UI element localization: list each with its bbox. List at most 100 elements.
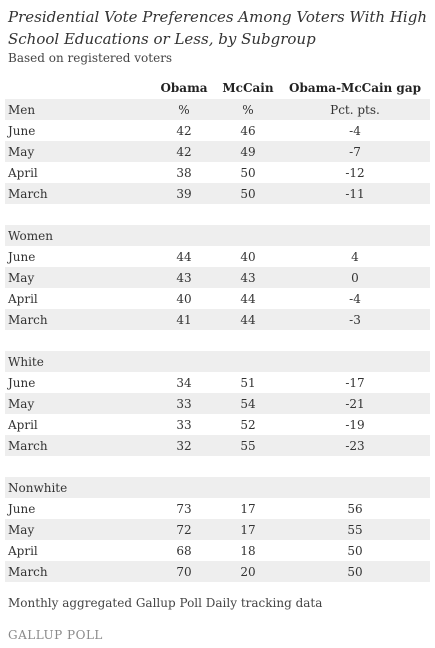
row-month-label: June <box>8 375 36 390</box>
row-month-label: March <box>5 435 152 456</box>
gap-value: -23 <box>280 435 430 456</box>
table-row: May 72 17 55 <box>5 519 430 540</box>
obama-value: 34 <box>176 375 192 390</box>
table-row: April 33 52 -19 <box>5 414 430 435</box>
mccain-value: 46 <box>240 123 256 138</box>
column-header-mccain: McCain <box>222 81 274 95</box>
table-row: June 34 51 -17 <box>5 372 430 393</box>
gallup-logo: GALLUP POLL <box>8 628 103 642</box>
gap-value: -11 <box>280 183 430 204</box>
spacer-cell <box>5 330 430 351</box>
mccain-value: 54 <box>216 393 280 414</box>
spacer-cell <box>5 204 430 225</box>
obama-value: 43 <box>152 267 216 288</box>
table-row: March 70 20 50 <box>5 561 430 582</box>
obama-value: 33 <box>152 393 216 414</box>
obama-value: 32 <box>152 435 216 456</box>
unit-label <box>152 477 216 498</box>
obama-value: 68 <box>176 543 192 558</box>
group-header-row: White <box>5 351 430 372</box>
group-name: Women <box>5 225 152 246</box>
mccain-value: 49 <box>216 141 280 162</box>
obama-value: 42 <box>176 123 192 138</box>
table-row: May 43 43 0 <box>5 267 430 288</box>
table-row: May 33 54 -21 <box>5 393 430 414</box>
obama-value: 72 <box>152 519 216 540</box>
table-row: June 42 46 -4 <box>5 120 430 141</box>
mccain-value: 50 <box>240 165 256 180</box>
row-month-label: June <box>8 501 36 516</box>
group-header-row: Nonwhite <box>5 477 430 498</box>
gap-value: 4 <box>351 249 359 264</box>
table-row: March 41 44 -3 <box>5 309 430 330</box>
group-name: Nonwhite <box>5 477 152 498</box>
mccain-value: 51 <box>240 375 256 390</box>
gap-value: -17 <box>345 375 365 390</box>
mccain-value: 20 <box>216 561 280 582</box>
unit-label <box>216 225 280 246</box>
row-month-label: June <box>8 249 36 264</box>
row-month-label: May <box>5 141 152 162</box>
table-row: April 68 18 50 <box>5 540 430 561</box>
table-row: April 38 50 -12 <box>5 162 430 183</box>
spacer-cell <box>5 456 430 477</box>
table-row: March 32 55 -23 <box>5 435 430 456</box>
table-row: June 73 17 56 <box>5 498 430 519</box>
mccain-value: 52 <box>240 417 256 432</box>
table-row: May 42 49 -7 <box>5 141 430 162</box>
table-row: March 39 50 -11 <box>5 183 430 204</box>
group-spacer <box>5 204 430 225</box>
row-month-label: March <box>5 309 152 330</box>
mccain-value: 44 <box>216 309 280 330</box>
data-table: Obama McCain Obama-McCain gap Men%% Pct. … <box>5 77 430 582</box>
obama-value: 42 <box>152 141 216 162</box>
row-month-label: May <box>5 393 152 414</box>
unit-label <box>280 477 430 498</box>
group-spacer <box>5 330 430 351</box>
gap-value: -3 <box>280 309 430 330</box>
gap-value: -19 <box>345 417 365 432</box>
mccain-value: 43 <box>216 267 280 288</box>
gap-value: 50 <box>347 543 363 558</box>
unit-label <box>152 351 216 372</box>
unit-label <box>216 351 280 372</box>
gap-value: -21 <box>280 393 430 414</box>
mccain-value: 55 <box>216 435 280 456</box>
gap-value: 50 <box>280 561 430 582</box>
unit-label <box>152 225 216 246</box>
group-header-row: Women <box>5 225 430 246</box>
column-header-row: Obama McCain Obama-McCain gap <box>5 77 430 99</box>
footnote: Monthly aggregated Gallup Poll Daily tra… <box>8 596 323 610</box>
obama-value: 40 <box>176 291 192 306</box>
gap-value: 55 <box>280 519 430 540</box>
group-spacer <box>5 456 430 477</box>
column-header-label <box>5 77 152 99</box>
table-row: June 44 40 4 <box>5 246 430 267</box>
mccain-value: 17 <box>240 501 256 516</box>
row-month-label: April <box>8 291 38 306</box>
obama-value: 73 <box>176 501 192 516</box>
row-month-label: May <box>5 267 152 288</box>
obama-value: 70 <box>152 561 216 582</box>
gap-value: -12 <box>345 165 365 180</box>
unit-label <box>280 351 430 372</box>
row-month-label: June <box>8 123 36 138</box>
group-header-row: Men%% Pct. pts. <box>5 99 430 120</box>
table-body: Men%% Pct. pts. June 42 46 -4 May 42 49 -7 April 38… <box>5 99 430 582</box>
row-month-label: April <box>8 543 38 558</box>
row-month-label: May <box>5 519 152 540</box>
gap-value: -4 <box>349 123 361 138</box>
column-header-gap: Obama-McCain gap <box>288 81 421 95</box>
mccain-value: 50 <box>216 183 280 204</box>
chart-title: Presidential Vote Preferences Among Vote… <box>8 8 427 48</box>
row-month-label: March <box>5 183 152 204</box>
mccain-value: 44 <box>240 291 256 306</box>
chart-subtitle: Based on registered voters <box>8 51 173 65</box>
gap-value: -4 <box>349 291 361 306</box>
obama-value: 38 <box>176 165 192 180</box>
unit-label: % <box>216 99 280 120</box>
gap-value: 56 <box>347 501 363 516</box>
obama-value: 41 <box>152 309 216 330</box>
row-month-label: April <box>8 165 38 180</box>
